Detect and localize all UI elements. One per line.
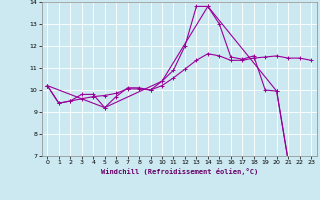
X-axis label: Windchill (Refroidissement éolien,°C): Windchill (Refroidissement éolien,°C) bbox=[100, 168, 258, 175]
